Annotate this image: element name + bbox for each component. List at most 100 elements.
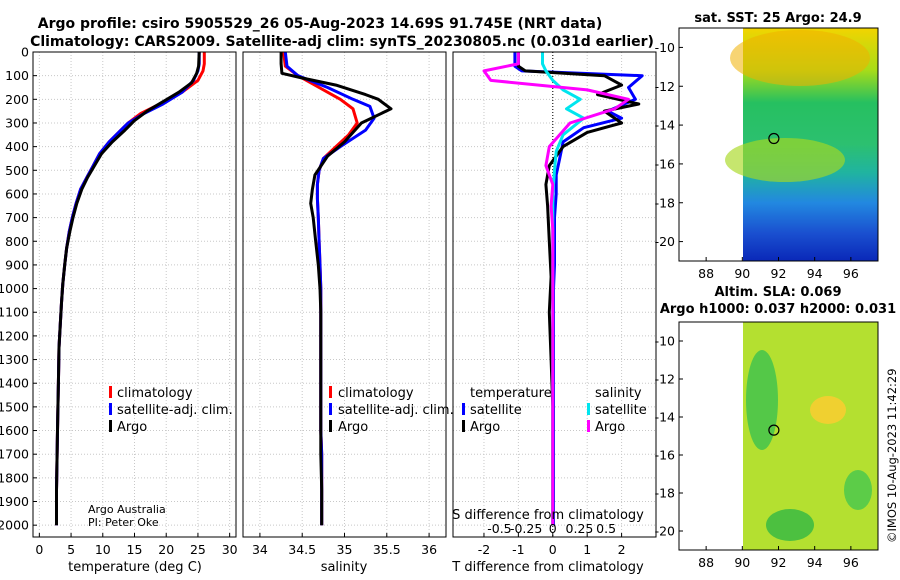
legend-t-argo-label: Argo	[470, 420, 500, 435]
imos-stamp: ©IMOS 10-Aug-2023 11:42:29	[885, 368, 899, 543]
salinity-grid	[243, 51, 446, 537]
temperature-xlabel: temperature (deg C)	[68, 560, 202, 575]
series-line-argo	[55, 52, 201, 526]
s-difference-ticks: -0.5-0.25 0 0.25 0.5	[487, 521, 616, 536]
sst-map-ticks: 88 90 92 94 96 -10 -12 -14 -16 -18 -20	[655, 40, 859, 281]
salinity-ticks: 34 34.5 35 35.5 36	[252, 533, 437, 557]
s-tick-label: 0.25	[566, 521, 594, 536]
y-tick-label: 1700	[0, 447, 29, 462]
difference-legend: temperature salinity satellite Argo sate…	[462, 386, 647, 435]
salinity-xlabel: salinity	[321, 560, 368, 575]
y-tick-label: 500	[5, 163, 29, 178]
map-y-tick: -16	[655, 448, 675, 463]
x-tick-label: 10	[95, 542, 111, 557]
title-line-1: Argo profile: csiro 5905529_26 05-Aug-20…	[38, 16, 602, 32]
y-tick-label: 2000	[0, 518, 29, 533]
temperature-ticks: 0 5 10 15 20 25 30	[35, 533, 238, 557]
series-line-s-argo	[482, 52, 630, 526]
x-tick-label: 34.5	[288, 542, 316, 557]
legend-satellite-swatch	[329, 403, 332, 415]
sla-map-ticks: 88 90 92 94 96 -10 -12 -14 -16 -18 -20	[655, 334, 859, 571]
legend-satellite-swatch	[109, 403, 112, 415]
s-tick-label: 0	[549, 521, 557, 536]
map-x-tick: 90	[734, 266, 750, 281]
x-tick-label: 0	[549, 542, 557, 557]
y-tick-label: 1900	[0, 494, 29, 509]
map-y-tick: -20	[655, 524, 675, 539]
legend-argo-label: Argo	[338, 420, 368, 435]
s-difference-label: S difference from climatology	[452, 508, 644, 523]
x-tick-label: 36	[421, 542, 437, 557]
s-tick-label: 0.5	[596, 521, 616, 536]
y-tick-label: 600	[5, 186, 29, 201]
legend-climatology-label: climatology	[338, 386, 414, 401]
map-y-tick: -18	[655, 486, 675, 501]
x-tick-label: 20	[158, 542, 174, 557]
map-x-tick: 92	[771, 555, 787, 570]
temperature-grid	[33, 51, 236, 537]
sla-high-patch	[810, 396, 846, 424]
x-tick-label: 2	[618, 542, 626, 557]
y-tick-label: 400	[5, 139, 29, 154]
series-line-s-satellite	[541, 52, 586, 526]
map-x-tick: 90	[734, 555, 750, 570]
x-tick-label: 15	[127, 542, 143, 557]
legend-climatology-swatch	[109, 386, 112, 398]
legend-s-satellite-swatch	[587, 403, 590, 415]
t-difference-ticks: -2 -1 0 1 2	[478, 533, 626, 557]
y-tick-label: 200	[5, 92, 29, 107]
series-line-argo	[279, 52, 393, 526]
legend-argo-swatch	[329, 420, 332, 432]
difference-axes-frame	[452, 51, 657, 538]
y-tick-label: 1600	[0, 423, 29, 438]
x-tick-label: -2	[478, 542, 490, 557]
salinity-panel: 34 34.5 35 35.5 36 salinity climatology sate…	[242, 51, 454, 575]
map-y-tick: -16	[655, 156, 675, 171]
x-tick-label: 1	[583, 542, 591, 557]
legend-t-satellite-swatch	[462, 403, 465, 415]
legend-satellite-label: satellite-adj. clim.	[117, 403, 233, 418]
y-tick-label: 1500	[0, 399, 29, 414]
x-tick-label: 30	[222, 542, 238, 557]
legend-climatology-label: climatology	[117, 386, 193, 401]
y-tick-label: 700	[5, 210, 29, 225]
y-tick-label: 0	[21, 45, 29, 60]
sla-low-patch-2	[766, 509, 814, 541]
credit-line-1: Argo Australia	[88, 503, 166, 516]
y-tick-label: 100	[5, 68, 29, 83]
difference-panel: -2 -1 0 1 2 -0.5-0.25 0 0.25 0.5 S difference f…	[451, 51, 657, 575]
sla-map-title: Altim. SLA: 0.069	[715, 285, 842, 300]
legend-argo-label: Argo	[117, 420, 147, 435]
legend-climatology-swatch	[329, 386, 332, 398]
s-tick-label: -0.5	[487, 521, 511, 536]
x-tick-label: -1	[512, 542, 524, 557]
y-tick-label: 300	[5, 115, 29, 130]
x-tick-label: 34	[252, 542, 268, 557]
map-y-tick: -12	[655, 79, 675, 94]
y-tick-label: 900	[5, 257, 29, 272]
y-tick-label: 1000	[0, 281, 29, 296]
map-y-tick: -10	[655, 40, 675, 55]
temperature-panel: 0100200300400500600700800900100011001200…	[0, 45, 238, 576]
map-y-tick: -14	[655, 410, 675, 425]
legend-t-argo-swatch	[462, 420, 465, 432]
x-tick-label: 5	[67, 542, 75, 557]
legend-s-argo-label: Argo	[595, 420, 625, 435]
t-difference-xlabel: T difference from climatology	[451, 560, 644, 575]
sst-warm-patch	[730, 30, 870, 86]
x-tick-label: 35.5	[373, 542, 401, 557]
salinity-legend: climatology satellite-adj. clim. Argo	[329, 386, 454, 435]
legend-s-satellite-label: satellite	[595, 403, 647, 418]
sla-map-panel: Altim. SLA: 0.069 Argo h1000: 0.037 h200…	[655, 285, 897, 570]
sla-low-patch-3	[844, 470, 872, 510]
map-y-tick: -20	[655, 234, 675, 249]
legend-argo-swatch	[109, 420, 112, 432]
map-x-tick: 94	[807, 266, 823, 281]
depth-ticks: 0 100 200 300 400 500 600 700 800 900 1000 1100 1200…	[0, 45, 37, 533]
y-tick-label: 1300	[0, 352, 29, 367]
x-tick-label: 0	[35, 542, 43, 557]
sla-map-subtitle: Argo h1000: 0.037 h2000: 0.031	[660, 302, 896, 317]
map-x-tick: 88	[698, 555, 714, 570]
legend-satellite-label: satellite-adj. clim.	[338, 403, 454, 418]
